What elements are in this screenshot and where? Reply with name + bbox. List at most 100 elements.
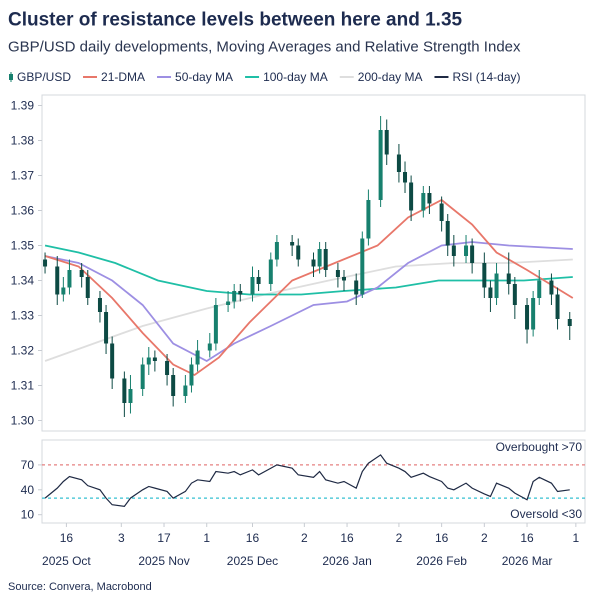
candle-body [171, 375, 176, 396]
candle-body [317, 249, 322, 267]
candle-body [140, 364, 145, 389]
candle-body [555, 294, 560, 319]
legend-label: GBP/USD [17, 70, 71, 84]
candle-body [403, 172, 408, 183]
candle-body [61, 287, 66, 295]
month-label: 2025 Oct [42, 554, 91, 568]
candle-body [439, 203, 444, 221]
candle-body [323, 249, 328, 270]
candle-body [85, 277, 90, 298]
candle-body [464, 245, 469, 256]
y-tick-label: 1.35 [11, 239, 35, 253]
y-tick-label: 1.39 [11, 99, 35, 113]
legend-label: RSI (14-day) [452, 70, 520, 84]
x-tick-label: 16 [520, 531, 534, 545]
candle-body [290, 242, 295, 246]
y-tick-label: 1.32 [11, 344, 35, 358]
candle-body [189, 364, 194, 386]
candle-body [470, 245, 475, 263]
candle-body [537, 280, 542, 298]
candle-body [268, 259, 273, 284]
y-tick-label: 1.30 [11, 414, 35, 428]
candle-body [43, 259, 48, 267]
ma-line [44, 241, 573, 363]
candle-body [165, 361, 170, 375]
candle-body [445, 221, 450, 246]
plot-frame [41, 94, 586, 432]
candle-body [146, 357, 151, 365]
candle-body [531, 298, 536, 330]
candle-body [232, 291, 237, 302]
candle-body [342, 277, 347, 281]
legend-label: 50-day MA [175, 70, 233, 84]
x-tick-label: 2 [481, 531, 488, 545]
x-tick-label: 3 [118, 531, 125, 545]
month-label: 2026 Feb [416, 554, 467, 568]
chart-subtitle: GBP/USD daily developments, Moving Avera… [8, 39, 521, 56]
candle-body [335, 270, 340, 277]
chart-title: Cluster of resistance levels between her… [8, 10, 463, 31]
candle-body [311, 259, 316, 267]
candle-body [360, 238, 365, 295]
x-tick-label: 16 [246, 531, 260, 545]
y-tick-label: 1.31 [11, 379, 35, 393]
ma-line [44, 258, 573, 362]
candle-body [183, 385, 188, 396]
candle-body [384, 130, 389, 155]
candle-body [366, 200, 371, 239]
x-tick-label: 2 [396, 531, 403, 545]
candle-body [296, 245, 301, 260]
month-label: 2025 Dec [227, 554, 278, 568]
x-tick-label: 16 [340, 531, 354, 545]
reference-label: Overbought >70 [496, 440, 583, 454]
x-tick-label: 17 [157, 531, 171, 545]
y-tick-label: 1.36 [11, 204, 35, 218]
ma-line [44, 198, 574, 377]
candle-body [79, 270, 84, 277]
candle-body [128, 389, 133, 403]
source-note: Source: Convera, Macrobond [8, 581, 152, 593]
candle-body [97, 298, 102, 312]
x-tick-label: 16 [60, 531, 74, 545]
candle-body [250, 277, 255, 295]
y-tick-label: 70 [21, 458, 35, 472]
candle-body [256, 277, 261, 284]
legend-label: 100-day MA [263, 70, 328, 84]
candle-body [482, 263, 487, 288]
x-tick-label: 2 [301, 531, 308, 545]
y-tick-label: 1.33 [11, 309, 35, 323]
candle-body [494, 273, 499, 298]
legend-candle-body [9, 74, 13, 80]
candle-body [104, 312, 109, 344]
candle-body [152, 357, 157, 361]
candle-body [525, 305, 530, 330]
y-tick-label: 1.38 [11, 134, 35, 148]
reference-label: Oversold <30 [510, 507, 582, 521]
y-tick-label: 10 [21, 508, 35, 522]
candle-body [67, 270, 72, 288]
x-tick-label: 1 [573, 531, 580, 545]
candle-body [207, 343, 212, 351]
candle-body [354, 280, 359, 295]
candle-body [427, 193, 432, 204]
candle-body [213, 305, 218, 344]
candle-body [396, 154, 401, 172]
candle-body [549, 280, 554, 295]
candle-body [567, 319, 572, 326]
candle-body [421, 193, 426, 211]
y-tick-label: 1.34 [11, 274, 35, 288]
candle-body [451, 245, 456, 256]
candle-body [512, 284, 517, 305]
candle-body [195, 350, 200, 365]
candle-body [409, 182, 414, 211]
x-tick-label: 16 [435, 531, 449, 545]
month-label: 2026 Mar [502, 554, 553, 568]
candle-body [274, 242, 279, 260]
candle-body [488, 287, 493, 298]
legend-label: 21-DMA [101, 70, 145, 84]
x-tick-label: 1 [203, 531, 210, 545]
candle-body [122, 378, 127, 403]
rsi-line [44, 454, 570, 508]
